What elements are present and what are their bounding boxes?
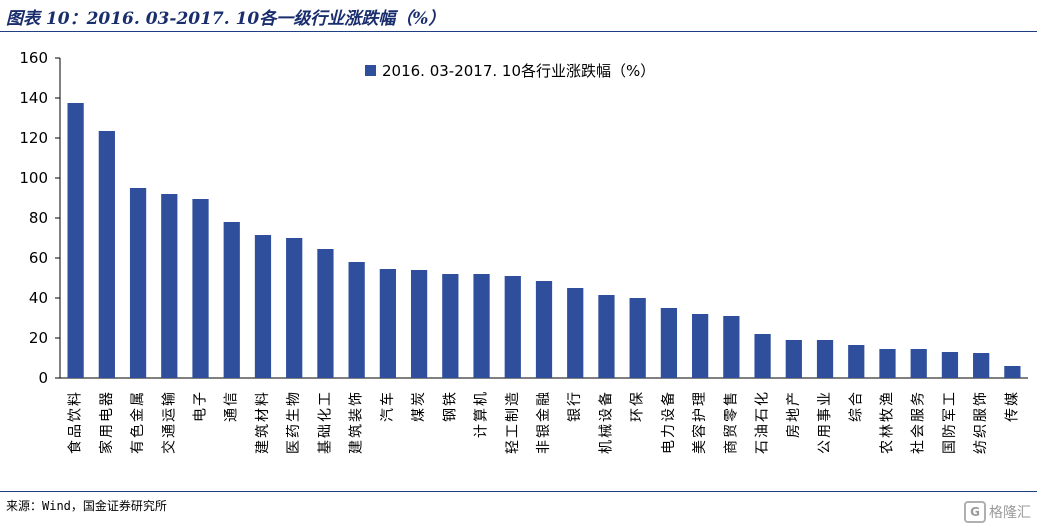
figure-title: 图表 10：2016. 03-2017. 10各一级行业涨跌幅（%） (6, 9, 446, 29)
bar (129, 188, 147, 378)
source-rule (0, 491, 1037, 492)
bar (848, 345, 865, 378)
x-tick-label: 机械设备 (597, 390, 614, 454)
bar (973, 353, 990, 378)
bar (473, 274, 490, 378)
y-tick-label: 40 (29, 289, 48, 307)
bar (660, 308, 678, 378)
x-tick-label: 建筑材料 (255, 390, 271, 454)
bar (67, 103, 84, 378)
bar (98, 131, 115, 378)
x-tick-label: 传媒 (1004, 390, 1020, 422)
x-tick-label: 公用事业 (817, 390, 833, 454)
y-tick-label: 80 (29, 209, 48, 227)
bar (754, 334, 771, 378)
x-tick-label: 综合 (848, 390, 864, 422)
bar (223, 222, 240, 378)
x-tick-label: 有色金属 (129, 390, 146, 454)
bar-chart: 0 20 40 60 80 100 120 140 160 食品饮料 家用电器 有色金属 交通运输 电子… (19, 49, 1028, 454)
y-tick-label: 160 (19, 49, 48, 67)
legend-label: 2016. 03-2017. 10各行业涨跌幅（%） (382, 62, 655, 80)
y-tick-label: 140 (19, 89, 48, 107)
bar (286, 238, 303, 378)
x-tick-label: 计算机 (474, 390, 490, 438)
x-tick-label: 银行 (567, 390, 583, 422)
source-note: 来源：Wind，国金证券研究所 (6, 499, 167, 513)
bar (379, 269, 396, 378)
y-tick-label: 120 (19, 129, 48, 147)
x-tick-label: 非银金融 (536, 390, 552, 454)
bar (723, 316, 740, 378)
x-tick-label: 基础化工 (316, 390, 333, 454)
legend: 2016. 03-2017. 10各行业涨跌幅（%） (365, 62, 655, 80)
bars (67, 103, 1021, 378)
bar (816, 340, 834, 378)
bar (317, 249, 334, 378)
bar (910, 349, 927, 378)
y-tick-label: 100 (19, 169, 48, 187)
x-tick-label: 建筑装饰 (349, 390, 365, 454)
x-tick-label: 农林牧渔 (879, 390, 895, 454)
bar (504, 276, 521, 378)
x-tick-label: 纺织服饰 (973, 390, 989, 454)
watermark-text: 格隆汇 (989, 505, 1031, 521)
legend-swatch (365, 65, 376, 76)
bar (410, 270, 428, 378)
x-tick-label: 医药生物 (286, 390, 302, 454)
watermark-logo-icon: G (964, 501, 986, 523)
y-axis: 0 20 40 60 80 100 120 140 160 (19, 49, 1028, 387)
x-tick-label: 电力设备 (660, 390, 677, 454)
x-tick-label: 国防军工 (942, 390, 958, 454)
x-tick-label: 煤炭 (411, 390, 427, 422)
bar (629, 298, 646, 378)
x-tick-label: 轻工制造 (505, 390, 521, 454)
title-rule (0, 31, 1037, 32)
x-tick-label: 钢铁 (442, 390, 458, 422)
x-tick-label: 交通运输 (160, 390, 177, 454)
x-axis-labels: 食品饮料 家用电器 有色金属 交通运输 电子 通信 建筑材料 医药生物 基础化工 建筑装饰 汽车 煤炭… (67, 390, 1021, 454)
x-tick-label: 商贸零售 (723, 390, 739, 454)
bar (348, 262, 365, 378)
watermark: G 格隆汇 (964, 501, 1031, 523)
x-tick-label: 石油石化 (755, 390, 771, 454)
x-tick-label: 社会服务 (911, 390, 927, 454)
bar (692, 314, 709, 378)
bar (1004, 366, 1021, 378)
bar (442, 274, 459, 378)
x-tick-label: 食品饮料 (67, 390, 84, 454)
bar (254, 235, 272, 378)
bar (567, 288, 584, 378)
bar (535, 281, 553, 378)
bar (161, 194, 178, 378)
x-tick-label: 电子 (193, 390, 209, 422)
bar (785, 340, 802, 378)
bar (941, 352, 959, 378)
x-tick-label: 环保 (630, 390, 646, 422)
x-tick-label: 汽车 (379, 390, 396, 422)
y-tick-label: 0 (38, 369, 48, 387)
x-tick-label: 家用电器 (98, 390, 115, 454)
y-tick-label: 20 (29, 329, 48, 347)
x-tick-label: 房地产 (786, 390, 802, 438)
bar (598, 295, 615, 378)
x-tick-label: 美容护理 (691, 390, 708, 454)
bar (192, 199, 209, 378)
x-tick-label: 通信 (224, 390, 240, 422)
y-tick-label: 60 (29, 249, 48, 267)
bar (879, 349, 896, 378)
